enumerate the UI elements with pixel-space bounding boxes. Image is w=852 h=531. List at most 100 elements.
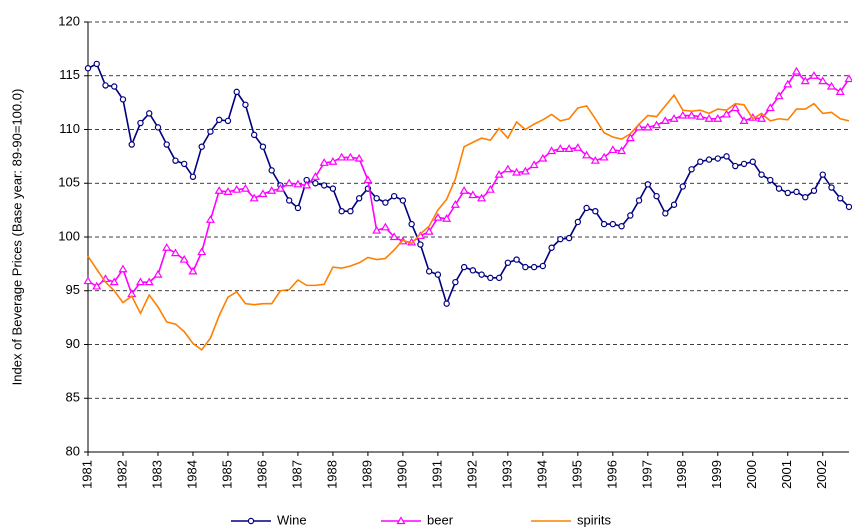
data-point: [844, 74, 852, 83]
data-point: [275, 183, 285, 192]
data-point: [504, 259, 512, 266]
x-tick-label: 1990: [394, 460, 409, 489]
data-point: [529, 160, 539, 169]
x-tick-label: 1999: [709, 460, 724, 489]
series-line: [87, 62, 850, 307]
data-point: [721, 109, 732, 118]
x-tick-label: 1989: [359, 460, 374, 489]
data-point: [740, 160, 748, 168]
data-point: [329, 185, 337, 192]
data-point: [695, 111, 705, 120]
data-point: [459, 186, 469, 194]
data-point: [111, 83, 118, 90]
x-tick-label: 1997: [639, 460, 654, 489]
data-point: [793, 188, 800, 196]
data-point: [302, 180, 312, 189]
data-point: [373, 195, 380, 202]
legend-marker: [396, 516, 406, 525]
data-point: [503, 164, 513, 173]
data-point: [434, 271, 442, 278]
data-point: [599, 152, 609, 161]
data-point: [338, 207, 345, 215]
data-point: [826, 81, 837, 90]
data-point: [468, 190, 478, 199]
data-point: [670, 201, 678, 208]
data-point: [188, 266, 198, 275]
data-point: [372, 225, 382, 234]
data-point: [564, 144, 574, 152]
data-point: [749, 158, 756, 165]
data-point: [84, 65, 92, 72]
data-point: [170, 248, 181, 257]
x-tick-label: 1991: [429, 460, 444, 489]
y-tick-label: 120: [58, 13, 80, 28]
data-point: [609, 220, 617, 228]
data-point: [328, 157, 338, 165]
data-point: [198, 143, 205, 150]
x-tick-label: 1998: [674, 460, 689, 489]
data-point: [477, 193, 487, 202]
data-point: [485, 185, 495, 193]
data-point: [137, 119, 144, 127]
data-point: [662, 210, 669, 217]
data-point: [809, 71, 819, 79]
data-point: [592, 207, 599, 215]
data-point: [548, 244, 555, 251]
data-point: [810, 187, 818, 194]
data-point: [679, 183, 687, 190]
data-point: [713, 114, 723, 122]
y-tick-label: 95: [66, 282, 80, 297]
series-line: [87, 93, 850, 351]
data-point: [495, 274, 503, 282]
data-point: [153, 269, 163, 278]
data-point: [802, 194, 809, 201]
x-tick-label: 1987: [289, 460, 304, 489]
data-point: [172, 157, 179, 164]
data-point: [704, 114, 714, 122]
data-point: [452, 278, 459, 286]
data-point: [355, 195, 363, 202]
x-tick-label: 1996: [604, 460, 619, 489]
x-tick-label: 1993: [499, 460, 514, 489]
data-point: [294, 204, 302, 212]
data-point: [135, 277, 146, 286]
data-point: [189, 173, 197, 180]
data-point: [380, 222, 390, 231]
data-point: [530, 263, 538, 271]
data-point: [345, 152, 355, 161]
data-point: [617, 146, 627, 155]
data-point: [268, 167, 275, 174]
data-point: [835, 87, 845, 95]
data-point: [93, 60, 100, 68]
data-point: [520, 166, 530, 175]
data-point: [688, 166, 695, 173]
data-point: [102, 82, 109, 89]
data-point: [739, 116, 749, 124]
data-point: [162, 243, 172, 251]
data-point: [205, 215, 216, 223]
data-point: [425, 268, 433, 275]
data-point: [389, 232, 399, 241]
data-point: [417, 241, 424, 248]
data-point: [660, 116, 670, 124]
y-axis-label: Index of Beverage Prices (Base year: 89-…: [9, 89, 24, 386]
data-point: [547, 146, 557, 155]
data-point: [756, 114, 767, 122]
data-point: [242, 101, 249, 108]
data-point: [249, 193, 259, 202]
data-point: [347, 207, 354, 215]
x-tick-label: 1984: [184, 460, 199, 489]
data-point: [144, 277, 154, 286]
data-point: [705, 156, 713, 163]
data-point: [424, 226, 434, 235]
x-tick-label: 1985: [219, 460, 234, 489]
data-point: [538, 153, 548, 162]
data-point: [618, 223, 625, 230]
data-point: [399, 197, 407, 204]
data-point: [819, 171, 826, 178]
x-tick-label: 1995: [569, 460, 584, 489]
x-tick-label: 1988: [324, 460, 339, 489]
data-point: [845, 203, 852, 211]
data-point: [732, 162, 739, 170]
data-point: [590, 155, 600, 164]
